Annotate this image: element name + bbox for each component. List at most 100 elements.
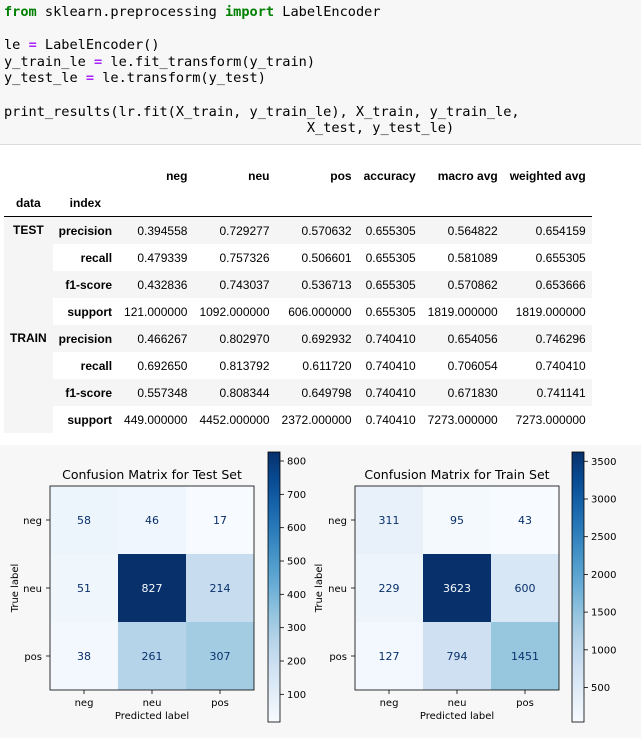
cell-value-label: 1451	[511, 650, 539, 663]
colorbar-tick-label: 3500	[591, 457, 616, 468]
table-row: support 121.000000 1092.000000 606.000000 0.…	[4, 298, 592, 325]
group-label: TRAIN	[4, 325, 53, 433]
cell-value-label: 58	[77, 514, 91, 527]
table-row: f1-score 0.557348 0.808344 0.649798 0.740410…	[4, 379, 592, 406]
cell-value-label: 261	[142, 650, 163, 663]
code-token: le.transform(y_test)	[94, 70, 266, 87]
cell-value-label: 229	[379, 582, 400, 595]
table-row: f1-score 0.432836 0.743037 0.536713 0.655305…	[4, 271, 592, 298]
x-tick-label: pos	[516, 698, 534, 709]
chart-title: Confusion Matrix for Test Set	[62, 467, 242, 482]
table-cell: 0.740410	[357, 406, 422, 433]
plot-output: 58 46 17 51 827 214 38 261 307 neg neu pos neg neu pos…	[0, 445, 641, 738]
colorbar	[267, 451, 281, 723]
colorbar-tick-label: 700	[287, 490, 306, 501]
code-operator: =	[28, 37, 37, 54]
results-table: neg neu pos accuracy macro avg weighted …	[4, 162, 592, 433]
cell-value-label: 794	[447, 650, 468, 663]
code-line: print_results(lr.fit(X_train, y_train_le…	[4, 104, 520, 120]
cell-value-label: 95	[450, 514, 464, 527]
cell-value-label: 51	[77, 582, 91, 595]
index-name-row: data index	[4, 189, 592, 217]
chart-title: Confusion Matrix for Train Set	[364, 467, 549, 482]
code-token: le.fit_transform(y_train)	[102, 53, 316, 70]
y-axis-label: True label	[314, 564, 325, 614]
table-cell: 0.802970	[193, 325, 276, 352]
colorbar-tick-label: 1000	[591, 645, 616, 656]
code-token: le	[4, 37, 29, 54]
table-cell: 0.757326	[193, 244, 276, 271]
column-header: pos	[330, 168, 352, 183]
table-cell: 1819.000000	[503, 298, 592, 325]
column-header: weighted avg	[509, 168, 586, 183]
code-cell[interactable]: from sklearn.preprocessing import LabelE…	[0, 0, 641, 145]
index-name: data	[4, 189, 53, 217]
row-index: precision	[52, 325, 119, 352]
heatmap-cell	[50, 554, 118, 622]
colorbar-tick-label: 200	[287, 657, 306, 668]
table-cell: 0.740410	[357, 379, 422, 406]
table-cell: 0.581089	[421, 244, 504, 271]
y-tick-label: pos	[329, 652, 347, 663]
code-line: le = LabelEncoder()	[4, 37, 160, 53]
cell-value-label: 38	[77, 650, 91, 663]
table-row: recall 0.479339 0.757326 0.506601 0.655305 0.…	[4, 244, 592, 271]
group-label: TEST	[4, 216, 53, 325]
y-axis-label: True label	[10, 564, 21, 614]
heatmap-cell	[186, 486, 254, 554]
heatmap-cell	[491, 554, 559, 622]
table-cell: 0.466267	[118, 325, 194, 352]
table-cell: 0.655305	[357, 298, 422, 325]
cell-value-label: 43	[518, 514, 532, 527]
heatmap-cell	[423, 554, 491, 622]
colorbar-tick-label: 1500	[591, 608, 616, 619]
table-cell: 0.740410	[357, 352, 422, 379]
colorbar	[571, 451, 585, 723]
code-token: y_train_le	[4, 53, 95, 70]
code-editor[interactable]: from sklearn.preprocessing import LabelE…	[0, 0, 641, 137]
heatmap-cell	[118, 554, 186, 622]
table-cell: 0.564822	[421, 216, 504, 244]
row-index: f1-score	[52, 379, 119, 406]
row-index: recall	[52, 352, 119, 379]
code-keyword: import	[225, 4, 275, 20]
code-token: LabelEncoder	[274, 4, 381, 20]
colorbar-tick-label: 500	[287, 557, 306, 568]
table-cell: 0.557348	[118, 379, 194, 406]
heatmap-cell	[50, 622, 118, 690]
confusion-matrix-test: 58 46 17 51 827 214 38 261 307 neg neu pos neg neu pos…	[10, 451, 306, 723]
cell-value-label: 3623	[443, 582, 471, 595]
heatmap-cell	[355, 554, 423, 622]
cell-value-label: 46	[145, 514, 159, 527]
table-cell: 0.729277	[193, 216, 276, 244]
table-cell: 0.808344	[193, 379, 276, 406]
index-name: index	[52, 189, 119, 217]
x-tick-label: neu	[143, 698, 162, 709]
table-cell: 0.611720	[275, 352, 358, 379]
code-token: X_test, y_test_le)	[4, 120, 455, 137]
table-cell: 0.654159	[503, 216, 592, 244]
x-tick-label: neg	[75, 698, 94, 709]
x-tick-label: neg	[380, 698, 399, 709]
colorbar-tick-label: 600	[287, 523, 306, 534]
code-line: y_train_le = le.fit_transform(y_train)	[4, 54, 315, 70]
code-operator: =	[85, 70, 95, 87]
y-tick-label: neu	[328, 584, 347, 595]
row-index: support	[52, 406, 119, 433]
table-cell: 0.671830	[421, 379, 504, 406]
y-tick-label: neg	[23, 516, 42, 527]
y-tick-label: neg	[328, 516, 347, 527]
x-axis-label: Predicted label	[420, 711, 494, 722]
table-cell: 0.746296	[503, 325, 592, 352]
colorbar-tick-label: 500	[591, 683, 610, 694]
cell-value-label: 214	[210, 582, 231, 595]
table-cell: 0.653666	[503, 271, 592, 298]
code-token: sklearn.preprocessing	[36, 4, 225, 20]
column-header: neg	[166, 168, 188, 183]
table-header-row: neg neu pos accuracy macro avg weighted …	[4, 162, 592, 189]
table-cell: 0.655305	[503, 244, 592, 271]
heatmap-cell	[118, 486, 186, 554]
heatmap-cell	[118, 622, 186, 690]
x-tick-label: pos	[211, 698, 229, 709]
heatmap-cell	[491, 486, 559, 554]
